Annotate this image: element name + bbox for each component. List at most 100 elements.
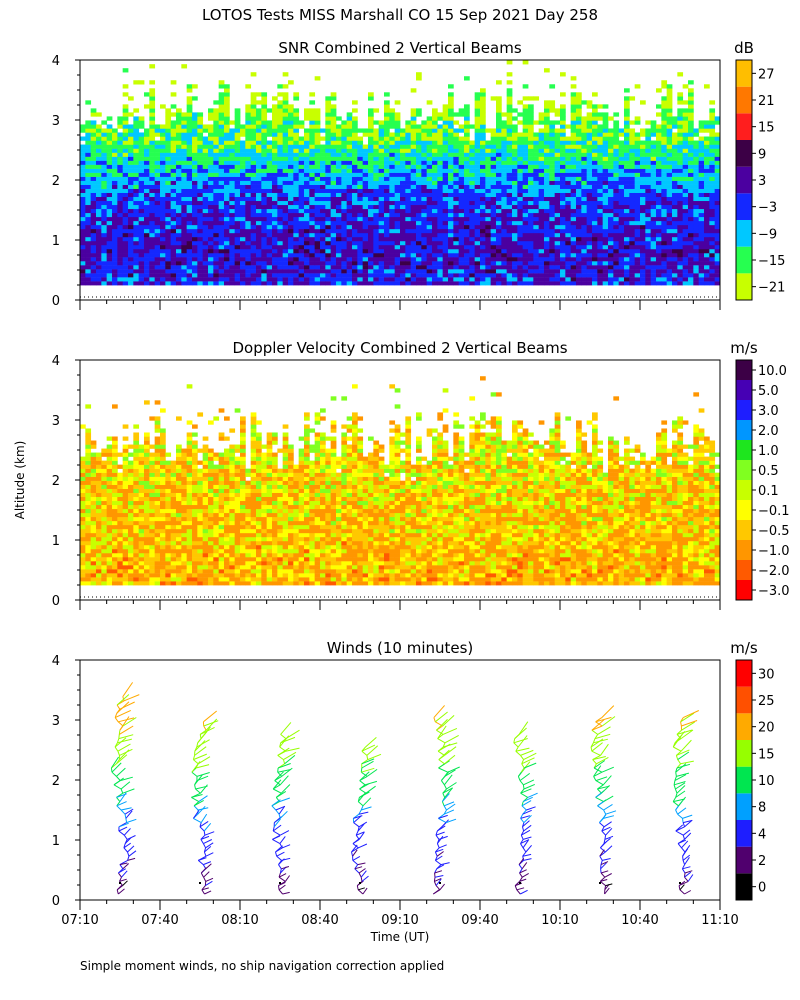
heatmap-cell: [277, 132, 284, 137]
heatmap-cell: [480, 116, 486, 121]
heatmap-cell: [570, 164, 577, 169]
heatmap-cell: [176, 249, 182, 254]
heatmap-cell: [469, 224, 476, 230]
heatmap-cell: [261, 232, 268, 238]
heatmap-cell: [416, 204, 422, 210]
heatmap-cell: [309, 232, 316, 238]
heatmap-cell: [405, 208, 412, 214]
heatmap-cell: [464, 257, 470, 262]
heatmap-cell: [288, 80, 294, 85]
heatmap-cell: [682, 269, 689, 274]
heatmap-cell: [106, 160, 113, 165]
heatmap-cell: [672, 144, 678, 149]
heatmap-cell: [533, 200, 540, 206]
heatmap-cell: [176, 184, 182, 189]
heatmap-cell: [197, 269, 204, 274]
heatmap-cell: [464, 273, 470, 278]
heatmap-cell: [410, 124, 417, 129]
heatmap-cell: [682, 112, 689, 117]
heatmap-cell: [357, 281, 364, 286]
heatmap-cell: [384, 261, 390, 266]
heatmap-cell: [650, 220, 657, 226]
heatmap-cell: [458, 172, 465, 177]
heatmap-cell: [138, 164, 145, 169]
heatmap-cell: [272, 188, 278, 193]
heatmap-cell: [405, 265, 412, 270]
heatmap-cell: [170, 164, 177, 169]
heatmap-cell: [629, 224, 636, 230]
heatmap-cell: [410, 204, 417, 210]
heatmap-cell: [154, 204, 161, 210]
heatmap-cell: [640, 216, 646, 222]
heatmap-cell: [597, 273, 604, 278]
heatmap-cell: [410, 152, 417, 157]
heatmap-cell: [613, 204, 620, 210]
heatmap-cell: [549, 156, 556, 161]
heatmap-cell: [282, 224, 289, 230]
heatmap-cell: [416, 124, 422, 129]
heatmap-cell: [432, 164, 438, 169]
heatmap-cell: [325, 281, 332, 286]
heatmap-cell: [245, 188, 252, 193]
heatmap-cell: [618, 208, 625, 214]
heatmap-cell: [682, 208, 689, 214]
heatmap-cell: [261, 168, 268, 173]
heatmap-cell: [229, 156, 236, 161]
heatmap-cell: [112, 244, 118, 250]
heatmap-cell: [138, 220, 145, 226]
heatmap-cell: [170, 132, 177, 137]
heatmap-cell: [426, 152, 433, 157]
heatmap-cell: [384, 124, 390, 129]
heatmap-cell: [378, 277, 385, 282]
heatmap-cell: [213, 277, 220, 282]
heatmap-cell: [154, 261, 161, 266]
heatmap-cell: [634, 196, 641, 202]
heatmap-cell: [474, 120, 481, 125]
heatmap-cell: [325, 152, 332, 157]
heatmap-cell: [672, 172, 678, 177]
heatmap-cell: [117, 220, 124, 226]
heatmap-cell: [672, 265, 678, 270]
heatmap-cell: [506, 168, 513, 173]
heatmap-cell: [528, 144, 534, 149]
heatmap-cell: [186, 116, 193, 121]
heatmap-cell: [581, 257, 588, 262]
heatmap-cell: [378, 140, 385, 145]
heatmap-cell: [277, 253, 284, 258]
heatmap-cell: [474, 220, 481, 226]
heatmap-cell: [608, 176, 614, 181]
heatmap-cell: [250, 277, 257, 282]
heatmap-cell: [677, 192, 684, 198]
heatmap-cell: [122, 176, 129, 181]
heatmap-cell: [629, 144, 636, 149]
heatmap-cell: [352, 180, 358, 185]
heatmap-cell: [645, 164, 652, 169]
heatmap-cell: [506, 176, 513, 181]
heatmap-cell: [666, 176, 673, 181]
heatmap-cell: [378, 208, 385, 214]
heatmap-cell: [682, 124, 689, 129]
heatmap-cell: [432, 156, 438, 161]
heatmap-cell: [170, 172, 177, 177]
heatmap-cell: [469, 269, 476, 274]
heatmap-cell: [501, 244, 508, 250]
heatmap-cell: [634, 176, 641, 181]
heatmap-cell: [213, 216, 220, 222]
heatmap-cell: [394, 144, 401, 149]
heatmap-cell: [426, 249, 433, 254]
heatmap-cell: [544, 100, 550, 105]
heatmap-cell: [298, 220, 305, 226]
heatmap-cell: [565, 124, 572, 129]
heatmap-cell: [96, 180, 102, 185]
heatmap-cell: [426, 196, 433, 202]
heatmap-cell: [613, 212, 620, 218]
heatmap-cell: [208, 108, 214, 113]
heatmap-cell: [160, 281, 166, 286]
heatmap-cell: [165, 176, 172, 181]
heatmap-cell: [229, 176, 236, 181]
heatmap-cell: [208, 204, 214, 210]
heatmap-cell: [208, 140, 214, 145]
heatmap-cell: [400, 261, 406, 266]
heatmap-cell: [186, 180, 193, 185]
heatmap-cell: [314, 261, 321, 266]
